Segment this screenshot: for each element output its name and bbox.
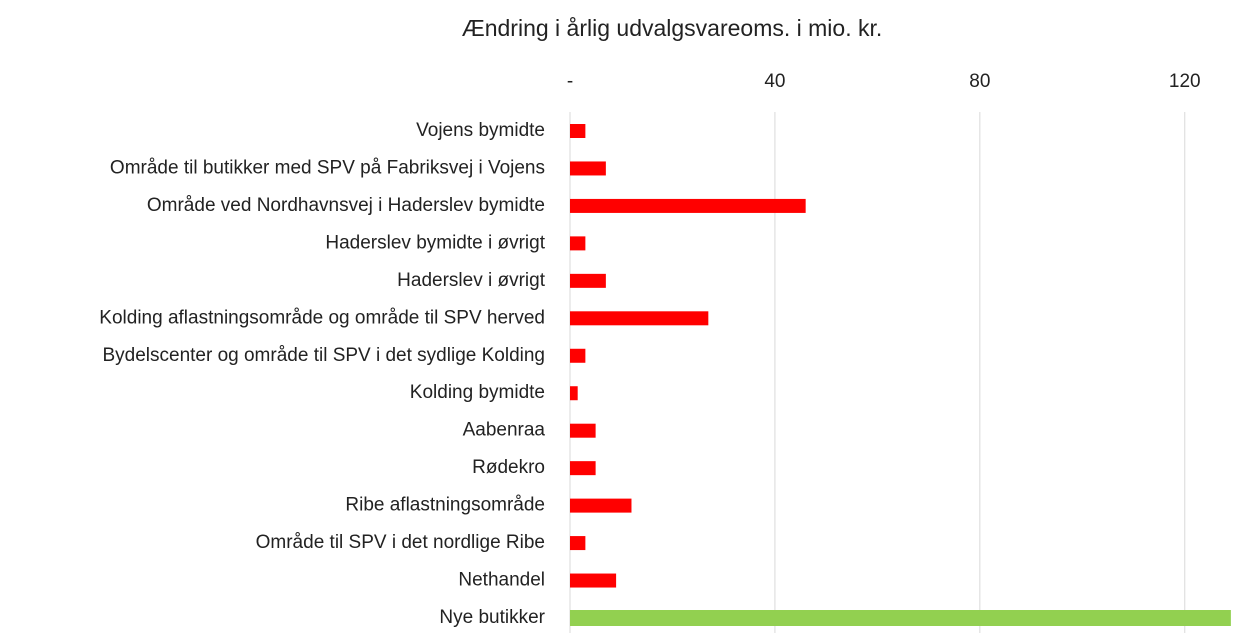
y-tick-label: Rødekro bbox=[472, 457, 545, 478]
bar bbox=[570, 573, 617, 588]
bar bbox=[570, 161, 606, 176]
bar bbox=[570, 386, 578, 401]
bar bbox=[570, 536, 586, 551]
bar bbox=[570, 423, 596, 438]
y-tick-label: Kolding bymidte bbox=[410, 382, 545, 403]
y-tick-label: Område til SPV i det nordlige Ribe bbox=[256, 532, 545, 553]
x-tick-label: 80 bbox=[969, 71, 990, 92]
bar bbox=[570, 273, 606, 288]
y-tick-label: Kolding aflastningsområde og område til … bbox=[99, 307, 545, 328]
y-tick-label: Nye butikker bbox=[439, 607, 545, 628]
y-tick-label: Vojens bymidte bbox=[416, 120, 545, 141]
bar bbox=[570, 236, 586, 251]
bar bbox=[570, 198, 806, 213]
bar bbox=[570, 610, 1231, 626]
y-tick-label: Område til butikker med SPV på Fabriksve… bbox=[110, 157, 545, 178]
y-tick-label: Nethandel bbox=[458, 570, 545, 591]
y-tick-label: Aabenraa bbox=[463, 420, 546, 441]
bar bbox=[570, 124, 586, 138]
y-tick-label: Område ved Nordhavnsvej i Haderslev bymi… bbox=[147, 195, 545, 216]
bar bbox=[570, 461, 596, 476]
bar bbox=[570, 311, 709, 326]
y-tick-label: Haderslev bymidte i øvrigt bbox=[325, 232, 545, 253]
y-tick-label: Ribe aflastningsområde bbox=[345, 495, 545, 516]
bar bbox=[570, 498, 632, 513]
y-tick-label: Bydelscenter og område til SPV i det syd… bbox=[102, 345, 545, 366]
y-tick-label: Haderslev i øvrigt bbox=[397, 270, 546, 291]
x-tick-label: 40 bbox=[764, 71, 785, 92]
bar bbox=[570, 348, 586, 363]
chart-title: Ændring i årlig udvalgsvareoms. i mio. k… bbox=[462, 15, 883, 41]
x-tick-label: 120 bbox=[1169, 71, 1201, 92]
x-tick-label: - bbox=[567, 71, 573, 92]
